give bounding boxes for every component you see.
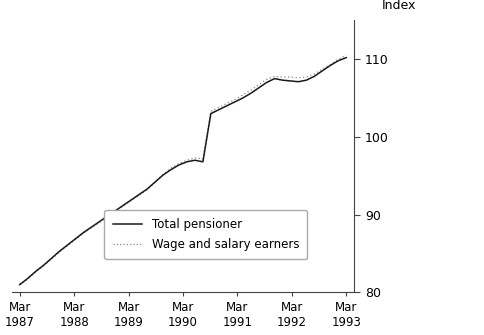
Wage and salary earners <box>49 257 55 261</box>
Total pensioner <box>17 283 23 287</box>
Total pensioner <box>41 263 46 267</box>
Wage and salary earners <box>327 63 333 67</box>
Wage and salary earners <box>264 77 270 81</box>
Wage and salary earners <box>303 75 309 79</box>
Wage and salary earners <box>248 88 254 92</box>
Wage and salary earners <box>200 157 206 161</box>
Wage and salary earners <box>121 204 126 208</box>
Total pensioner <box>264 80 270 84</box>
Total pensioner <box>128 198 134 202</box>
Total pensioner <box>240 96 245 100</box>
Wage and salary earners <box>41 264 46 268</box>
Y-axis label: Index: Index <box>382 0 416 12</box>
Wage and salary earners <box>160 172 166 176</box>
Wage and salary earners <box>73 238 78 242</box>
Wage and salary earners <box>136 193 142 197</box>
Wage and salary earners <box>112 210 118 214</box>
Wage and salary earners <box>192 156 198 160</box>
Wage and salary earners <box>216 106 222 110</box>
Total pensioner <box>319 69 325 73</box>
Total pensioner <box>89 225 94 229</box>
Total pensioner <box>176 163 182 167</box>
Wage and salary earners <box>176 161 182 165</box>
Total pensioner <box>25 276 30 280</box>
Total pensioner <box>208 112 214 116</box>
Wage and salary earners <box>280 75 286 79</box>
Wage and salary earners <box>152 180 158 184</box>
Wage and salary earners <box>33 270 39 274</box>
Line: Wage and salary earners: Wage and salary earners <box>20 55 346 285</box>
Wage and salary earners <box>96 220 102 224</box>
Wage and salary earners <box>128 199 134 203</box>
Total pensioner <box>96 220 102 224</box>
Total pensioner <box>192 158 198 162</box>
Total pensioner <box>64 243 70 247</box>
Total pensioner <box>312 74 318 78</box>
Total pensioner <box>335 59 341 63</box>
Total pensioner <box>184 160 190 164</box>
Line: Total pensioner: Total pensioner <box>20 58 346 285</box>
Total pensioner <box>121 203 126 207</box>
Wage and salary earners <box>296 76 302 80</box>
Total pensioner <box>296 80 302 84</box>
Total pensioner <box>33 269 39 273</box>
Wage and salary earners <box>168 166 174 170</box>
Total pensioner <box>200 160 206 164</box>
Wage and salary earners <box>25 277 30 281</box>
Total pensioner <box>80 230 86 234</box>
Total pensioner <box>49 256 55 260</box>
Total pensioner <box>248 91 254 95</box>
Legend: Total pensioner, Wage and salary earners: Total pensioner, Wage and salary earners <box>105 210 307 259</box>
Total pensioner <box>57 249 62 253</box>
Wage and salary earners <box>343 53 349 57</box>
Total pensioner <box>160 173 166 177</box>
Total pensioner <box>144 187 150 191</box>
Wage and salary earners <box>272 74 277 78</box>
Total pensioner <box>105 214 110 218</box>
Total pensioner <box>136 192 142 196</box>
Wage and salary earners <box>232 97 238 102</box>
Wage and salary earners <box>312 72 318 76</box>
Total pensioner <box>112 209 118 213</box>
Wage and salary earners <box>17 283 23 287</box>
Total pensioner <box>73 237 78 241</box>
Total pensioner <box>232 100 238 104</box>
Total pensioner <box>216 108 222 112</box>
Wage and salary earners <box>208 109 214 113</box>
Wage and salary earners <box>184 158 190 162</box>
Wage and salary earners <box>335 57 341 61</box>
Wage and salary earners <box>144 188 150 192</box>
Wage and salary earners <box>57 250 62 254</box>
Wage and salary earners <box>240 93 245 97</box>
Wage and salary earners <box>224 102 230 106</box>
Total pensioner <box>287 79 293 83</box>
Wage and salary earners <box>64 244 70 248</box>
Wage and salary earners <box>256 83 261 87</box>
Total pensioner <box>343 56 349 60</box>
Total pensioner <box>272 77 277 81</box>
Total pensioner <box>168 168 174 172</box>
Wage and salary earners <box>80 231 86 235</box>
Wage and salary earners <box>89 226 94 230</box>
Wage and salary earners <box>287 75 293 79</box>
Total pensioner <box>327 63 333 67</box>
Total pensioner <box>256 86 261 90</box>
Total pensioner <box>303 78 309 82</box>
Wage and salary earners <box>319 67 325 71</box>
Wage and salary earners <box>105 215 110 219</box>
Total pensioner <box>280 78 286 82</box>
Total pensioner <box>224 104 230 108</box>
Total pensioner <box>152 180 158 184</box>
